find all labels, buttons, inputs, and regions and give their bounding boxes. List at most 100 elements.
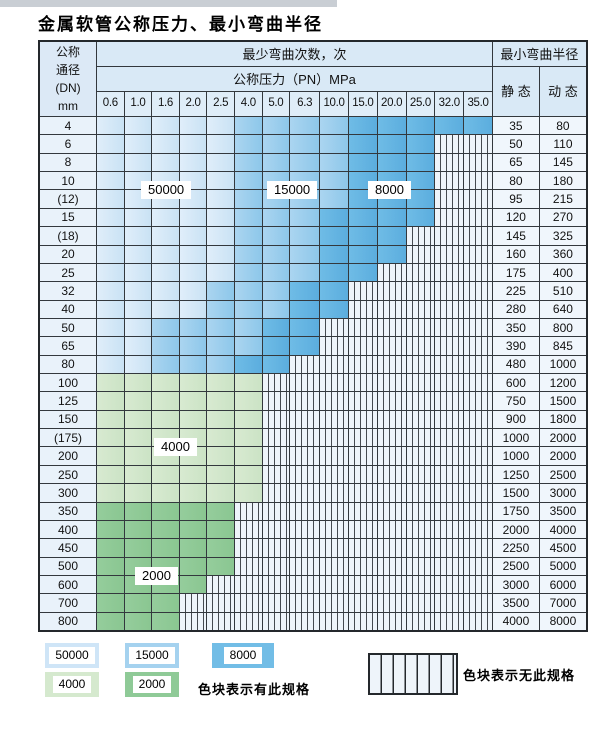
spec-cell-dn65-pn6.3 [290,337,320,355]
spec-cell-dn250-pn15.0 [348,465,377,484]
dn-header-line: mm [58,99,78,113]
dynamic-radius-dn80: 1000 [539,355,586,374]
spec-cell-dn6-pn32.0 [435,135,464,153]
spec-cell-dn350-pn35.0 [464,502,492,520]
cycles-label-2000: 2000 [135,567,178,586]
dn-label-800: 800 [40,612,96,631]
spec-cell-dn4-pn25.0 [406,117,435,135]
spec-cell-dn25-pn35.0 [464,263,492,282]
dynamic-radius-dn700: 7000 [539,594,586,612]
spec-cell-dn450-pn15.0 [348,539,377,557]
spec-cell-dn20-pn1.6 [152,245,179,263]
spec-cell-dn15-pn1.6 [152,208,179,227]
static-radius-dn125: 750 [492,392,539,410]
spec-cell-dn15-pn2.0 [179,208,207,227]
spec-cell-dn50-pn15.0 [348,318,377,337]
dynamic-radius-dn8: 145 [539,153,586,172]
spec-cell-dn8-pn0.6 [97,153,124,172]
spec-cell-dn15-pn15.0 [348,208,377,227]
static-radius-dn500: 2500 [492,557,539,575]
spec-cell-dn300-pn6.3 [290,484,320,502]
spec-cell-dn15-pn1.0 [124,208,152,227]
spec-cell-dn400-pn35.0 [464,520,492,539]
spec-cell-dn350-pn2.0 [179,502,207,520]
spec-cell-dn25-pn2.0 [179,263,207,282]
static-radius-dn40: 280 [492,300,539,318]
pressure-header-2.5: 2.5 [207,92,234,116]
spec-cell-dn32-pn20.0 [377,282,406,300]
spec-cell-dn40-pn2.0 [179,300,207,318]
spec-cell-dn700-pn10.0 [320,594,348,612]
spec-cell-dn50-pn2.5 [207,318,234,337]
spec-cell-dn65-pn10.0 [320,337,348,355]
dynamic-radius-dn450: 4500 [539,539,586,557]
spec-cell-dn4-pn0.6 [97,117,124,135]
pressure-header-1.6: 1.6 [152,92,179,116]
spec-cell-dn50-pn1.0 [124,318,152,337]
spec-cell-dn25-pn4.0 [234,263,262,282]
spec-cell-dn4-pn15.0 [348,117,377,135]
spec-cell-dn15-pn5.0 [262,208,290,227]
spec-cell-dn125-pn25.0 [406,392,435,410]
spec-cell-dn700-pn20.0 [377,594,406,612]
spec-cell-dn300-pn10.0 [320,484,348,502]
spec-cell-dn8-pn20.0 [377,153,406,172]
dynamic-radius-dn125: 1500 [539,392,586,410]
spec-cell-dn500-pn5.0 [262,557,290,575]
spec-cell-dn125-pn6.3 [290,392,320,410]
spec-cell-dn300-pn2.0 [179,484,207,502]
spec-cell-dn15-pn20.0 [377,208,406,227]
spec-cell-dn250-pn2.5 [207,465,234,484]
spec-cell-dn(12)-pn35.0 [464,190,492,208]
spec-cell-dn(18)-pn6.3 [290,227,320,245]
spec-cell-dn50-pn10.0 [320,318,348,337]
static-radius-dn(12): 95 [492,190,539,208]
legend-no-spec-text: 色块表示无此规格 [463,668,576,683]
spec-cell-dn80-pn25.0 [406,355,435,374]
spec-cell-dn20-pn15.0 [348,245,377,263]
spec-cell-dn65-pn2.5 [207,337,234,355]
pressure-header-35.0: 35.0 [464,92,492,116]
spec-cell-dn(18)-pn4.0 [234,227,262,245]
spec-cell-dn500-pn0.6 [97,557,124,575]
spec-cell-dn8-pn2.0 [179,153,207,172]
legend-swatch-label: 50000 [49,647,95,664]
spec-cell-dn32-pn35.0 [464,282,492,300]
spec-cell-dn8-pn2.5 [207,153,234,172]
spec-cell-dn15-pn6.3 [290,208,320,227]
spec-cell-dn150-pn5.0 [262,410,290,429]
spec-cell-dn700-pn32.0 [435,594,464,612]
spec-cell-dn450-pn35.0 [464,539,492,557]
dn-label-15: 15 [40,208,96,227]
spec-cell-dn20-pn35.0 [464,245,492,263]
dn-label-100: 100 [40,374,96,392]
spec-cell-dn32-pn32.0 [435,282,464,300]
spec-cell-dn400-pn2.5 [207,520,234,539]
spec-cell-dn32-pn10.0 [320,282,348,300]
spec-cell-dn150-pn2.0 [179,410,207,429]
spec-cell-dn25-pn20.0 [377,263,406,282]
spec-cell-dn6-pn4.0 [234,135,262,153]
spec-cell-dn100-pn1.0 [124,374,152,392]
spec-cell-dn800-pn6.3 [290,612,320,631]
pressure-header-0.6: 0.6 [97,92,124,116]
spec-cell-dn10-pn4.0 [234,172,262,190]
legend-swatch-label: 8000 [223,647,263,664]
spec-cell-dn6-pn6.3 [290,135,320,153]
cycles-label-15000: 15000 [267,181,318,200]
spec-cell-dn20-pn10.0 [320,245,348,263]
spec-cell-dn450-pn20.0 [377,539,406,557]
spec-cell-dn450-pn25.0 [406,539,435,557]
spec-cell-dn450-pn4.0 [234,539,262,557]
dn-label-(12): (12) [40,190,96,208]
static-radius-dn(18): 145 [492,227,539,245]
spec-cell-dn500-pn20.0 [377,557,406,575]
legend-swatch-4000: 4000 [45,672,99,697]
spec-cell-dn450-pn10.0 [320,539,348,557]
spec-cell-dn(18)-pn35.0 [464,227,492,245]
dn-label-20: 20 [40,245,96,263]
dn-label-10: 10 [40,172,96,190]
spec-cell-dn300-pn1.6 [152,484,179,502]
pressure-header-5.0: 5.0 [262,92,290,116]
spec-cell-dn6-pn2.0 [179,135,207,153]
